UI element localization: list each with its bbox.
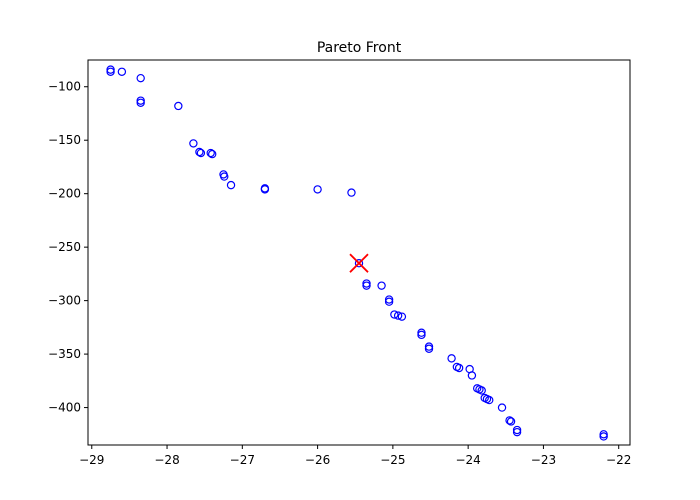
y-tick-label: −400 xyxy=(48,401,81,415)
pareto-point xyxy=(189,139,198,148)
pareto-point xyxy=(260,185,270,194)
y-tick-label: −100 xyxy=(48,80,81,94)
x-tick-label: −29 xyxy=(79,453,104,467)
selected-point-marker xyxy=(349,253,369,273)
pareto-point xyxy=(599,432,608,441)
pareto-point xyxy=(485,395,494,405)
plot-frame xyxy=(87,59,631,446)
y-tick-label: −150 xyxy=(48,133,81,147)
pareto-point xyxy=(136,73,145,83)
x-tick-label: −27 xyxy=(230,453,255,467)
y-tick-label: −250 xyxy=(48,240,81,254)
x-tick-label: −28 xyxy=(154,453,179,467)
pareto-point xyxy=(505,416,514,425)
pareto-point xyxy=(313,185,322,194)
pareto-point xyxy=(447,354,456,363)
pareto-point xyxy=(390,310,399,319)
pareto-point xyxy=(106,67,115,76)
pareto-point xyxy=(208,149,217,159)
pareto-point xyxy=(354,258,364,268)
pareto-point xyxy=(454,363,464,373)
y-tick-label: −350 xyxy=(48,347,81,361)
pareto-point xyxy=(506,417,516,426)
x-tick-label: −25 xyxy=(380,453,405,467)
x-tick-label: −24 xyxy=(455,453,480,467)
x-tick-label: −22 xyxy=(606,453,631,467)
chart-title: Pareto Front xyxy=(317,40,402,56)
pareto-point xyxy=(417,330,426,340)
pareto-point xyxy=(467,371,477,380)
pareto-point xyxy=(226,180,236,190)
y-tick-label: −200 xyxy=(48,187,81,201)
points-layer xyxy=(106,65,608,441)
pareto-point xyxy=(136,98,145,107)
pareto-point xyxy=(117,67,127,76)
pareto-point xyxy=(397,312,407,321)
pareto-point xyxy=(195,147,204,157)
y-tick-label: −300 xyxy=(48,294,81,308)
pareto-point xyxy=(512,427,522,437)
pareto-point xyxy=(220,172,229,181)
pareto-point xyxy=(424,344,434,353)
pareto-point xyxy=(347,188,356,197)
pareto-point xyxy=(362,281,371,290)
pareto-point xyxy=(477,386,486,395)
pareto-point xyxy=(174,101,183,111)
pareto-point xyxy=(393,311,403,320)
x-tick-label: −26 xyxy=(305,453,330,467)
pareto-point xyxy=(206,148,215,158)
pareto-point xyxy=(377,281,386,290)
x-axis: −29 −28 −27 −26 −25 −24 −23 −22 xyxy=(79,445,631,467)
pareto-point xyxy=(384,297,394,306)
y-axis: −100 −150 −200 −250 −300 −350 −400 xyxy=(48,80,88,415)
pareto-point xyxy=(497,403,507,412)
highlight-layer xyxy=(349,253,369,273)
x-tick-label: −23 xyxy=(531,453,556,467)
pareto-point xyxy=(196,148,206,158)
